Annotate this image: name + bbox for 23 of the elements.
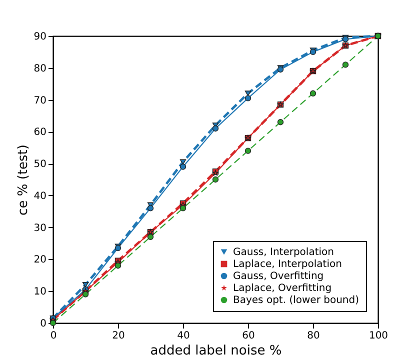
legend-label: Gauss, Interpolation bbox=[233, 247, 334, 258]
y-tick-label: 30 bbox=[34, 222, 46, 234]
y-axis-title: ce % (test) bbox=[16, 144, 31, 216]
y-tick-label: 40 bbox=[34, 190, 46, 202]
legend-label: Bayes opt. (lower bound) bbox=[233, 295, 360, 306]
x-tick-label: 0 bbox=[50, 330, 57, 342]
y-tick-label: 10 bbox=[34, 286, 46, 298]
x-tick-label: 100 bbox=[368, 330, 388, 342]
y-tick-label: 0 bbox=[40, 318, 46, 330]
y-tick-label: 80 bbox=[34, 63, 46, 74]
legend-label: Gauss, Overfitting bbox=[233, 271, 324, 282]
y-tick-label: 50 bbox=[34, 159, 46, 170]
y-tick-label: 60 bbox=[34, 127, 46, 138]
y-tick-label: 70 bbox=[34, 95, 46, 106]
x-tick-label: 40 bbox=[177, 330, 190, 342]
x-tick-label: 60 bbox=[242, 330, 255, 342]
x-tick-label: 80 bbox=[307, 330, 320, 342]
x-tick-label: 20 bbox=[112, 330, 125, 342]
legend-label: Laplace, Overfitting bbox=[233, 283, 332, 294]
x-axis-title: added label noise % bbox=[150, 344, 282, 358]
y-tick-label: 20 bbox=[34, 254, 46, 266]
y-tick-label: 90 bbox=[34, 32, 46, 42]
legend-label: Laplace, Interpolation bbox=[233, 259, 342, 270]
